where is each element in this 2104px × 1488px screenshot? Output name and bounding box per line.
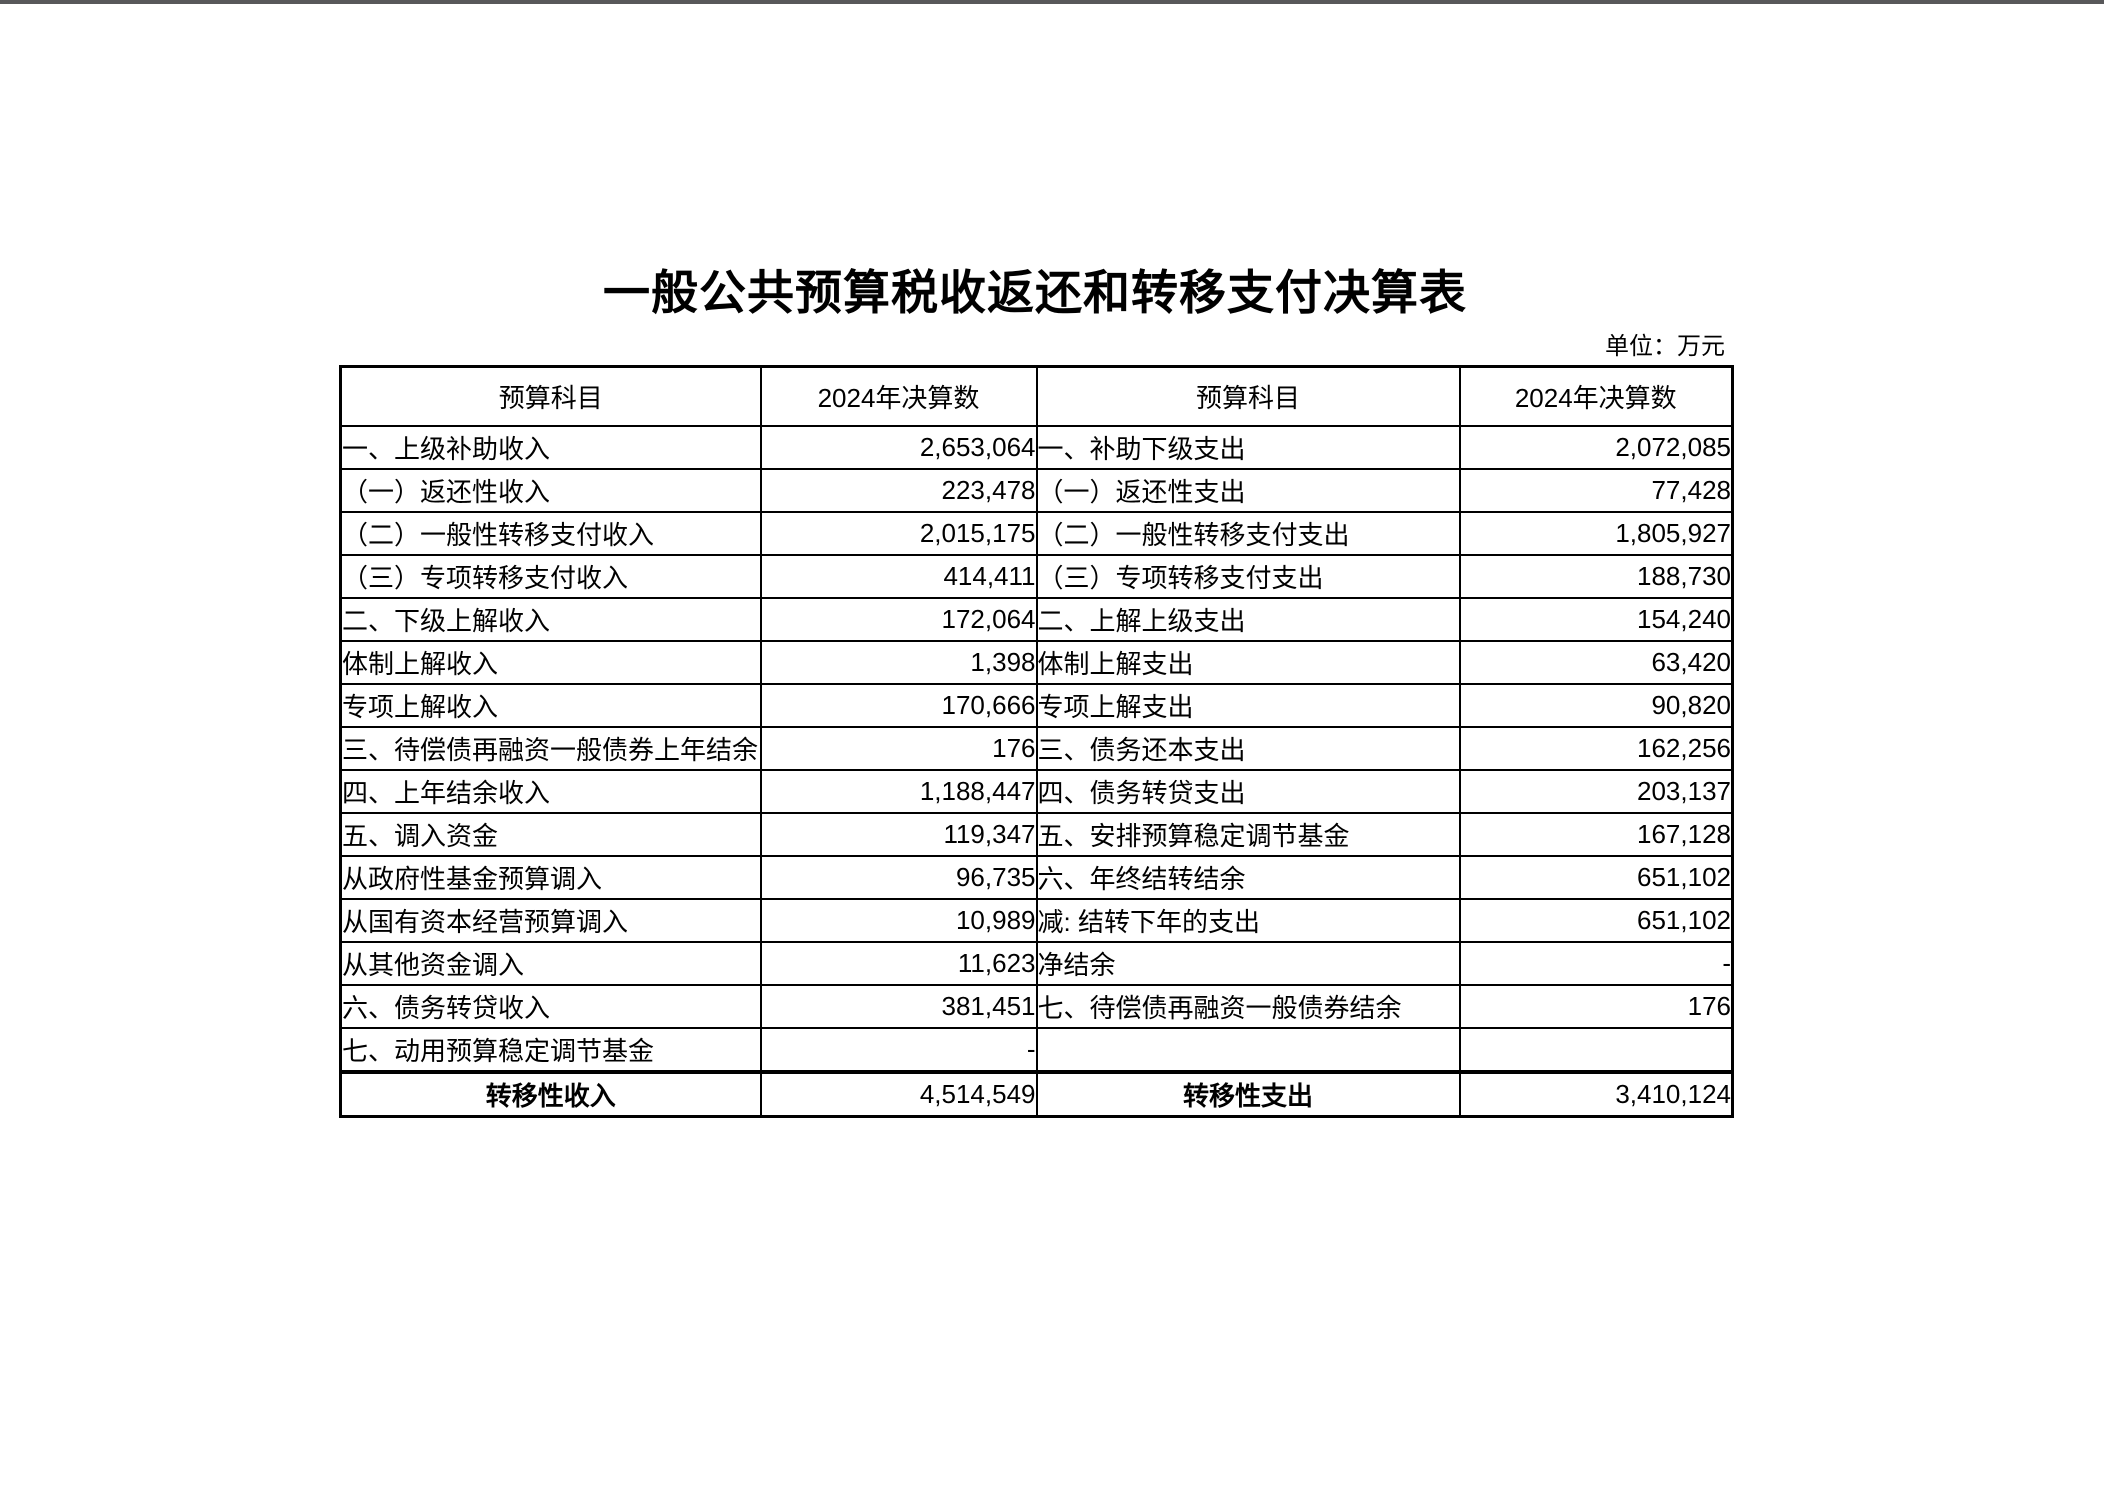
right-value-cell: 651,102 [1458, 898, 1734, 943]
right-value-cell: 651,102 [1458, 855, 1734, 900]
right-subject-cell: 三、债务还本支出 [1035, 726, 1461, 771]
left-value-cell: 119,347 [759, 812, 1038, 857]
table-row: 三、待偿债再融资一般债券上年结余 176 三、债务还本支出 162,256 [339, 726, 1734, 771]
unit-label: 单位：万元 [1605, 333, 1725, 360]
header-value-right: 2024年决算数 [1458, 365, 1734, 427]
header-value-left: 2024年决算数 [759, 365, 1038, 427]
right-value-cell: 90,820 [1458, 683, 1734, 728]
left-subject-cell: 从其他资金调入 [339, 941, 762, 986]
left-subject-cell: 从政府性基金预算调入 [339, 855, 762, 900]
right-subject-cell [1035, 1027, 1461, 1073]
left-value-cell: 223,478 [759, 468, 1038, 513]
left-subject-cell: 从国有资本经营预算调入 [339, 898, 762, 943]
table-row: 五、调入资金 119,347 五、安排预算稳定调节基金 167,128 [339, 812, 1734, 857]
right-value-cell: 188,730 [1458, 554, 1734, 599]
right-subject-cell: 七、待偿债再融资一般债券结余 [1035, 984, 1461, 1029]
left-subject-cell: 三、待偿债再融资一般债券上年结余 [339, 726, 762, 771]
table-row: 从国有资本经营预算调入 10,989 减: 结转下年的支出 651,102 [339, 898, 1734, 943]
right-value-cell: 154,240 [1458, 597, 1734, 642]
left-value-cell: 1,188,447 [759, 769, 1038, 814]
right-subject-cell: （一）返还性支出 [1035, 468, 1461, 513]
right-subject-cell: 五、安排预算稳定调节基金 [1035, 812, 1461, 857]
table-row: 四、上年结余收入 1,188,447 四、债务转贷支出 203,137 [339, 769, 1734, 814]
table-row: （一）返还性收入 223,478 （一）返还性支出 77,428 [339, 468, 1734, 513]
table-row: （三）专项转移支付收入 414,411 （三）专项转移支付支出 188,730 [339, 554, 1734, 599]
table-body: 一、上级补助收入 2,653,064 一、补助下级支出 2,072,085 （一… [339, 425, 1734, 1118]
right-subject-cell: 体制上解支出 [1035, 640, 1461, 685]
left-value-cell: 170,666 [759, 683, 1038, 728]
right-value-cell: 167,128 [1458, 812, 1734, 857]
right-subject-cell: 六、年终结转结余 [1035, 855, 1461, 900]
left-subject-cell: 专项上解收入 [339, 683, 762, 728]
budget-table: 预算科目 2024年决算数 预算科目 2024年决算数 一、上级补助收入 2,6… [339, 365, 1734, 1118]
right-subject-cell: 转移性支出 [1035, 1070, 1461, 1118]
left-value-cell: 96,735 [759, 855, 1038, 900]
left-subject-cell: 六、债务转贷收入 [339, 984, 762, 1029]
table-row: 七、动用预算稳定调节基金 - [339, 1027, 1734, 1073]
right-value-cell: 77,428 [1458, 468, 1734, 513]
left-value-cell: 4,514,549 [759, 1070, 1038, 1118]
left-subject-cell: 五、调入资金 [339, 812, 762, 857]
right-value-cell [1458, 1027, 1734, 1073]
right-subject-cell: 一、补助下级支出 [1035, 425, 1461, 470]
left-value-cell: 11,623 [759, 941, 1038, 986]
left-value-cell: 1,398 [759, 640, 1038, 685]
right-subject-cell: 净结余 [1035, 941, 1461, 986]
left-value-cell: 10,989 [759, 898, 1038, 943]
right-subject-cell: （三）专项转移支付支出 [1035, 554, 1461, 599]
table-row: 六、债务转贷收入 381,451 七、待偿债再融资一般债券结余 176 [339, 984, 1734, 1029]
left-value-cell: - [759, 1027, 1038, 1073]
right-subject-cell: 四、债务转贷支出 [1035, 769, 1461, 814]
table-row: 转移性收入 4,514,549 转移性支出 3,410,124 [339, 1070, 1734, 1118]
right-value-cell: 203,137 [1458, 769, 1734, 814]
page-title: 一般公共预算税收返还和转移支付决算表 [603, 266, 1467, 319]
right-value-cell: 162,256 [1458, 726, 1734, 771]
table-row: 从政府性基金预算调入 96,735 六、年终结转结余 651,102 [339, 855, 1734, 900]
left-subject-cell: 七、动用预算稳定调节基金 [339, 1027, 762, 1073]
table-row: （二）一般性转移支付收入 2,015,175 （二）一般性转移支付支出 1,80… [339, 511, 1734, 556]
right-subject-cell: （二）一般性转移支付支出 [1035, 511, 1461, 556]
left-subject-cell: （二）一般性转移支付收入 [339, 511, 762, 556]
right-value-cell: 63,420 [1458, 640, 1734, 685]
left-subject-cell: （一）返还性收入 [339, 468, 762, 513]
left-subject-cell: 一、上级补助收入 [339, 425, 762, 470]
left-value-cell: 414,411 [759, 554, 1038, 599]
right-value-cell: 2,072,085 [1458, 425, 1734, 470]
right-value-cell: 1,805,927 [1458, 511, 1734, 556]
left-value-cell: 381,451 [759, 984, 1038, 1029]
table-header: 预算科目 2024年决算数 预算科目 2024年决算数 [339, 365, 1734, 427]
right-value-cell: 3,410,124 [1458, 1070, 1734, 1118]
left-subject-cell: （三）专项转移支付收入 [339, 554, 762, 599]
left-value-cell: 172,064 [759, 597, 1038, 642]
table-row: 二、下级上解收入 172,064 二、上解上级支出 154,240 [339, 597, 1734, 642]
right-value-cell: 176 [1458, 984, 1734, 1029]
left-value-cell: 2,015,175 [759, 511, 1038, 556]
right-subject-cell: 减: 结转下年的支出 [1035, 898, 1461, 943]
left-subject-cell: 体制上解收入 [339, 640, 762, 685]
table-row: 体制上解收入 1,398 体制上解支出 63,420 [339, 640, 1734, 685]
window-top-edge [0, 0, 2104, 4]
right-subject-cell: 专项上解支出 [1035, 683, 1461, 728]
header-row: 预算科目 2024年决算数 预算科目 2024年决算数 [339, 365, 1734, 427]
left-value-cell: 176 [759, 726, 1038, 771]
header-subject-right: 预算科目 [1035, 365, 1461, 427]
table-row: 一、上级补助收入 2,653,064 一、补助下级支出 2,072,085 [339, 425, 1734, 470]
left-value-cell: 2,653,064 [759, 425, 1038, 470]
left-subject-cell: 四、上年结余收入 [339, 769, 762, 814]
table-row: 专项上解收入 170,666 专项上解支出 90,820 [339, 683, 1734, 728]
right-subject-cell: 二、上解上级支出 [1035, 597, 1461, 642]
table-row: 从其他资金调入 11,623 净结余 - [339, 941, 1734, 986]
header-subject-left: 预算科目 [339, 365, 762, 427]
left-subject-cell: 转移性收入 [339, 1070, 762, 1118]
right-value-cell: - [1458, 941, 1734, 986]
left-subject-cell: 二、下级上解收入 [339, 597, 762, 642]
